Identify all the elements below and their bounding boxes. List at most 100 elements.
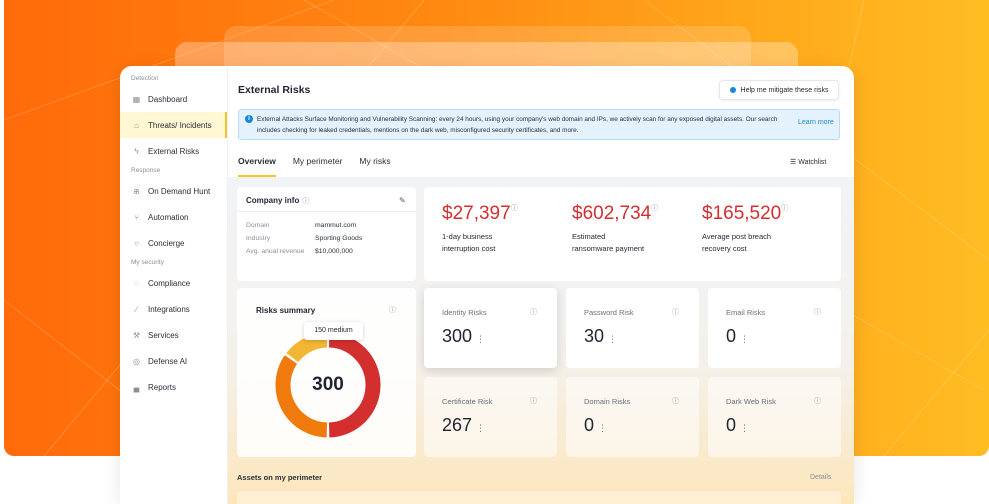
company-info-title: Company info ⓘ (246, 196, 309, 206)
watchlist-button[interactable]: ☰ Watchlist (790, 158, 826, 166)
donut-segment-yellow[interactable] (286, 332, 328, 363)
info-icon[interactable]: ⓘ (814, 398, 821, 405)
main-content: External Risks Help me mitigate these ri… (228, 66, 854, 504)
chat-icon: ○ (134, 238, 139, 248)
company-row-value: $10,000,000 (315, 248, 353, 255)
sidebar-item-integrations[interactable]: ∕ Integrations (120, 296, 227, 322)
more-icon[interactable]: ⋮ (476, 423, 486, 433)
tab-overview[interactable]: Overview (238, 156, 276, 177)
donut-segment-medium[interactable] (328, 332, 381, 438)
info-icon[interactable]: ⓘ (651, 205, 659, 212)
sidebar-item-label: Services (148, 330, 179, 340)
sidebar-item-threats-incidents[interactable]: ⌂ Threats/ Incidents (120, 112, 227, 138)
page-title: External Risks (238, 84, 311, 96)
risk-tile-domain[interactable]: Domain Risks ⓘ 0 ⋮ (566, 377, 699, 457)
company-row-key: Avg. anual revenue (246, 248, 305, 255)
sidebar-item-services[interactable]: ⚒ Services (120, 322, 227, 348)
company-row-key: Domain (246, 222, 270, 229)
more-icon[interactable]: ⋮ (740, 423, 750, 433)
cost-amount: $602,734 (572, 203, 652, 224)
info-icon[interactable]: ⓘ (781, 205, 789, 212)
company-row-value: mammut.com (315, 222, 357, 229)
cost-interruption: $27,397ⓘ 1-day business interruption cost (442, 203, 542, 255)
more-icon[interactable]: ⋮ (740, 334, 750, 344)
risk-tile-value: 0 (726, 326, 737, 346)
help-mitigate-button[interactable]: Help me mitigate these risks (719, 80, 839, 100)
sidebar: Detection ▦ Dashboard ⌂ Threats/ Inciden… (120, 66, 228, 504)
cost-ransomware: $602,734ⓘ Estimated ransomware payment (572, 203, 672, 255)
sidebar-item-external-risks[interactable]: ϟ External Risks (120, 138, 227, 164)
risk-tile-title: Dark Web Risk (726, 397, 776, 406)
company-row-revenue: Avg. anual revenue $10,000,000 (246, 248, 353, 255)
company-info-title-text: Company info (246, 196, 300, 205)
wrench-icon: ⚒ (132, 330, 141, 340)
sidebar-item-label: Dashboard (148, 94, 188, 104)
more-icon[interactable]: ⋮ (476, 334, 486, 344)
info-icon[interactable]: ⓘ (814, 309, 821, 316)
company-row-domain: Domain mammut.com (246, 222, 356, 229)
link-icon: ∕ (135, 304, 138, 314)
help-button-label: Help me mitigate these risks (740, 86, 829, 94)
sidebar-item-label: Threats/ Incidents (148, 120, 212, 130)
info-icon[interactable]: ⓘ (510, 205, 518, 212)
risk-tile-value: 267 (442, 415, 473, 435)
sidebar-item-automation[interactable]: ⑂ Automation (120, 204, 227, 230)
sidebar-item-label: Automation (148, 212, 189, 222)
cost-label-line2: ransomware payment (572, 244, 645, 253)
bolt-icon: ϟ (134, 146, 139, 156)
info-icon[interactable]: ⓘ (389, 307, 396, 314)
banner-text: External Attacks Surface Monitoring and … (257, 116, 778, 134)
list-icon: ☰ (790, 159, 797, 166)
edit-icon[interactable]: ✎ (399, 196, 406, 205)
learn-more-link[interactable]: Learn more (798, 119, 834, 126)
cost-amount: $165,520 (702, 203, 782, 224)
crosshair-icon: ⊕ (133, 186, 140, 196)
risk-tile-dark-web[interactable]: Dark Web Risk ⓘ 0 ⋮ (708, 377, 841, 457)
sidebar-item-concierge[interactable]: ○ Concierge (120, 230, 227, 256)
risk-tile-title: Identity Risks (442, 308, 487, 317)
risk-tile-email[interactable]: Email Risks ⓘ 0 ⋮ (708, 288, 841, 368)
donut-segment-orange[interactable] (275, 355, 328, 438)
risk-tile-title: Certificate Risk (442, 397, 493, 406)
cost-label-line1: Average post breach (702, 232, 772, 241)
risks-summary-card: Risks summary ⓘ 300 150 medium (237, 288, 416, 457)
grid-icon: ▦ (132, 94, 141, 104)
risk-tile-identity[interactable]: Identity Risks ⓘ 300 ⋮ (424, 288, 557, 368)
risk-tile-certificate[interactable]: Certificate Risk ⓘ 267 ⋮ (424, 377, 557, 457)
assets-list-placeholder (237, 491, 841, 504)
risks-total: 300 (312, 374, 344, 395)
info-icon[interactable]: ⓘ (530, 398, 537, 405)
info-icon[interactable]: ⓘ (530, 309, 537, 316)
risks-donut-chart[interactable] (273, 330, 383, 440)
info-icon[interactable]: ⓘ (302, 198, 310, 205)
more-icon[interactable]: ⋮ (598, 423, 608, 433)
sidebar-item-label: Compliance (148, 278, 191, 288)
sidebar-item-label: External Risks (148, 146, 200, 156)
risk-tile-value: 300 (442, 326, 473, 346)
sidebar-item-on-demand-hunt[interactable]: ⊕ On Demand Hunt (120, 178, 227, 204)
company-row-industry: Industry Sporting Goods (246, 235, 362, 242)
cost-label-line1: 1-day business (442, 232, 493, 241)
risk-tile-password[interactable]: Password Risk ⓘ 30 ⋮ (566, 288, 699, 368)
cost-label-line2: recovery cost (702, 244, 747, 253)
help-dot-icon (729, 87, 736, 93)
sidebar-item-defense-ai[interactable]: ◎ Defense AI (120, 348, 227, 374)
sidebar-item-compliance[interactable]: ◌ Compliance (120, 270, 227, 296)
info-icon[interactable]: ⓘ (672, 398, 679, 405)
sidebar-item-reports[interactable]: ▄ Reports (120, 374, 227, 400)
risk-tile-value: 0 (584, 415, 595, 435)
risk-tile-value: 30 (584, 326, 605, 346)
cost-amount: $27,397 (442, 203, 511, 224)
cost-estimates-card: $27,397ⓘ 1-day business interruption cost… (424, 187, 841, 281)
assets-details-link[interactable]: Details (810, 474, 832, 481)
sidebar-item-label: Integrations (148, 304, 190, 314)
tab-my-perimeter[interactable]: My perimeter (292, 156, 343, 166)
info-icon[interactable]: ⓘ (672, 309, 679, 316)
sidebar-item-dashboard[interactable]: ▦ Dashboard (120, 86, 227, 112)
shield-icon: ◌ (134, 278, 139, 288)
tab-my-risks[interactable]: My risks (359, 156, 391, 166)
sidebar-item-label: Concierge (148, 238, 185, 248)
bar-chart-icon: ▄ (133, 382, 140, 392)
risk-tile-title: Email Risks (726, 308, 766, 317)
more-icon[interactable]: ⋮ (608, 334, 618, 344)
